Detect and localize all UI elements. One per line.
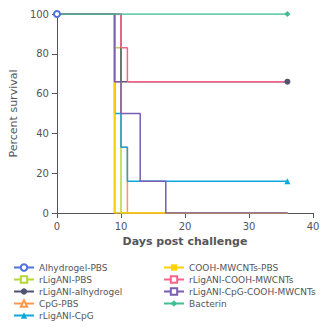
svg-text:30: 30 [243,221,256,232]
svg-text:CpG-PBS: CpG-PBS [39,299,79,309]
svg-text:rLigANI-CpG-COOH-MWCNTs: rLigANI-CpG-COOH-MWCNTs [189,287,316,297]
svg-text:Percent survival: Percent survival [7,70,20,158]
svg-text:rLigANI-CpG: rLigANI-CpG [39,311,94,321]
svg-text:Alhydrogel-PBS: Alhydrogel-PBS [39,263,108,273]
svg-text:Days post challenge: Days post challenge [123,235,248,248]
svg-text:0: 0 [43,208,49,219]
svg-text:0: 0 [54,221,60,232]
svg-text:10: 10 [115,221,128,232]
svg-text:20: 20 [179,221,192,232]
svg-text:40: 40 [307,221,320,232]
svg-text:rLigANI-PBS: rLigANI-PBS [39,275,92,285]
svg-text:80: 80 [36,48,49,59]
svg-text:20: 20 [36,168,49,179]
svg-text:100: 100 [30,9,49,20]
svg-text:rLigANI-COOH-MWCNTs: rLigANI-COOH-MWCNTs [189,275,294,285]
svg-text:40: 40 [36,128,49,139]
svg-text:60: 60 [36,88,49,99]
svg-text:rLigANI-alhydrogel: rLigANI-alhydrogel [39,287,122,297]
svg-text:COOH-MWCNTs-PBS: COOH-MWCNTs-PBS [189,263,279,273]
svg-text:Bacterin: Bacterin [189,299,227,309]
